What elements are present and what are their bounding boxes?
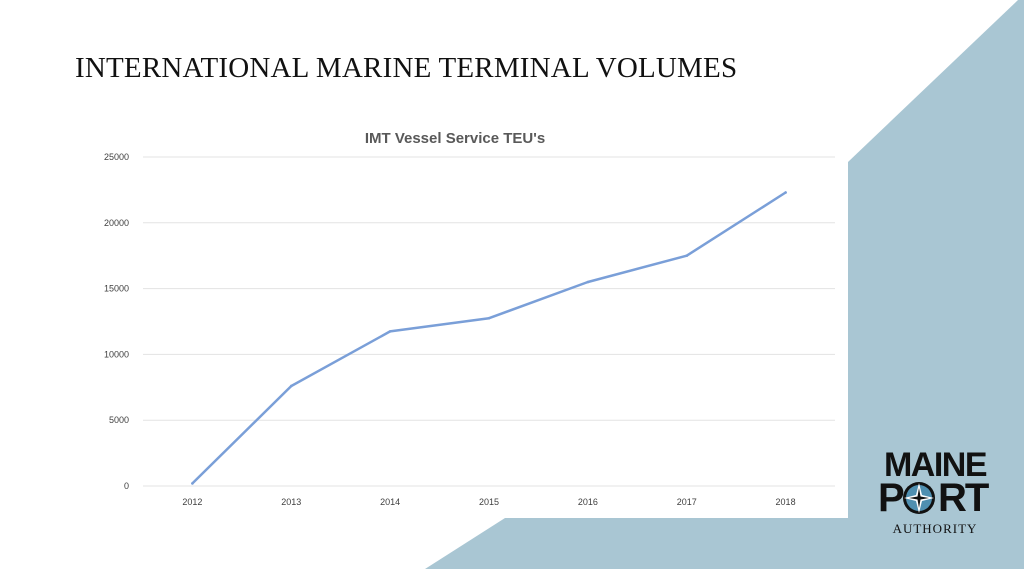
series-line [191,191,787,485]
logo-text-p: P [878,476,905,520]
line-chart: 0 5000 10000 15000 20000 25000 2012 2013 2014 201… [104,152,835,507]
data-point [191,482,194,485]
x-tick-label: 2014 [380,497,400,507]
data-point [685,254,689,257]
logo-text-authority: AUTHORITY [892,521,978,536]
y-tick-label: 0 [124,481,129,491]
logo-line-port: P RT [872,478,998,518]
y-tick-label: 20000 [104,218,129,228]
y-tick-label: 15000 [104,284,129,294]
data-point [586,280,590,284]
maine-port-authority-logo: MAINE P RT AUTHORITY [872,448,998,540]
x-tick-label: 2013 [281,497,301,507]
x-tick-label: 2012 [182,497,202,507]
x-tick-label: 2017 [677,497,697,507]
chart-panel: 0 5000 10000 15000 20000 25000 2012 2013 2014 201… [65,112,845,516]
y-tick-label: 10000 [104,349,129,359]
logo-text-rt: RT [938,476,989,520]
slide-title: INTERNATIONAL MARINE TERMINAL VOLUMES [75,52,738,84]
y-tick-label: 5000 [109,415,129,425]
compass-rose-icon [903,482,935,514]
logo-text-maine: MAINE [883,446,988,484]
y-tick-label: 25000 [104,152,129,162]
x-tick-label: 2016 [578,497,598,507]
data-point [784,191,787,194]
accent-panel-right [848,0,1024,569]
x-tick-label: 2018 [776,497,796,507]
chart-title: IMT Vessel Service TEU's [364,130,546,147]
data-point [289,384,293,388]
data-point [487,316,491,320]
data-point [388,330,392,333]
x-tick-label: 2015 [479,497,499,507]
accent-panel-bottom [425,518,1024,569]
